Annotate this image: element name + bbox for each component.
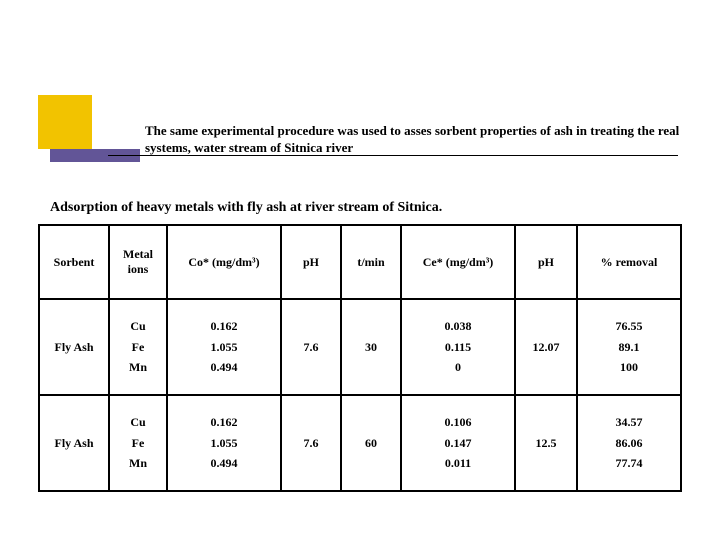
cell-co: 0.162 1.055 0.494 <box>167 395 281 491</box>
col-metal-ions: Metal ions <box>109 225 167 299</box>
adsorption-table: Sorbent Metal ions Co* (mg/dm³) pH t/min… <box>38 224 682 492</box>
cell-sorbent: Fly Ash <box>39 395 109 491</box>
table-header-row: Sorbent Metal ions Co* (mg/dm³) pH t/min… <box>39 225 681 299</box>
col-sorbent: Sorbent <box>39 225 109 299</box>
cell-ph1: 7.6 <box>281 299 341 395</box>
cell-co: 0.162 1.055 0.494 <box>167 299 281 395</box>
decor-yellow-square <box>38 95 92 149</box>
cell-ph2: 12.07 <box>515 299 577 395</box>
adsorption-table-wrapper: Sorbent Metal ions Co* (mg/dm³) pH t/min… <box>38 224 680 492</box>
cell-metal-ions: Cu Fe Mn <box>109 395 167 491</box>
cell-tmin: 60 <box>341 395 401 491</box>
table-caption: Adsorption of heavy metals with fly ash … <box>50 200 442 216</box>
col-ce: Ce* (mg/dm³) <box>401 225 515 299</box>
cell-ce: 0.106 0.147 0.011 <box>401 395 515 491</box>
intro-text: The same experimental procedure was used… <box>145 123 685 157</box>
cell-ph2: 12.5 <box>515 395 577 491</box>
cell-removal: 34.57 86.06 77.74 <box>577 395 681 491</box>
col-co: Co* (mg/dm³) <box>167 225 281 299</box>
col-tmin: t/min <box>341 225 401 299</box>
col-ph1: pH <box>281 225 341 299</box>
cell-ph1: 7.6 <box>281 395 341 491</box>
cell-metal-ions: Cu Fe Mn <box>109 299 167 395</box>
cell-removal: 76.55 89.1 100 <box>577 299 681 395</box>
cell-tmin: 30 <box>341 299 401 395</box>
cell-sorbent: Fly Ash <box>39 299 109 395</box>
table-row: Fly Ash Cu Fe Mn 0.162 1.055 0.494 7.6 3… <box>39 299 681 395</box>
col-removal: % removal <box>577 225 681 299</box>
col-ph2: pH <box>515 225 577 299</box>
cell-ce: 0.038 0.115 0 <box>401 299 515 395</box>
table-row: Fly Ash Cu Fe Mn 0.162 1.055 0.494 7.6 6… <box>39 395 681 491</box>
